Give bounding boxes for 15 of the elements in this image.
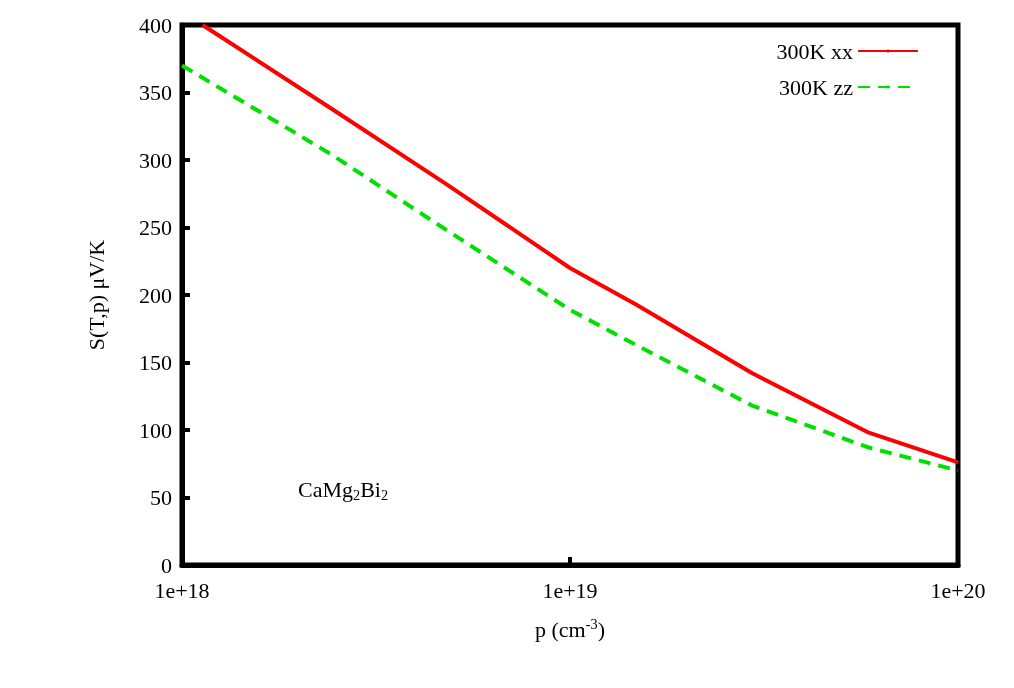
x-tick-label: 1e+19: [542, 577, 598, 603]
legend-label: 300K zz: [779, 74, 854, 100]
y-tick-label: 200: [139, 282, 172, 308]
y-tick-label: 300: [139, 147, 172, 173]
x-tick-label: 1e+20: [930, 577, 986, 603]
y-tick-label: 50: [150, 485, 172, 510]
x-tick-label: 1e+18: [154, 577, 210, 603]
y-tick-label: 350: [139, 80, 172, 105]
y-tick-label: 250: [139, 215, 172, 240]
y-tick-label: 150: [139, 350, 172, 375]
y-tick-label: 400: [139, 12, 172, 38]
legend-label: 300K xx: [776, 38, 853, 64]
y-tick-label: 0: [161, 552, 172, 578]
y-axis-title: S(T,p) μV/K: [83, 239, 109, 351]
y-tick-label: 100: [139, 417, 172, 443]
